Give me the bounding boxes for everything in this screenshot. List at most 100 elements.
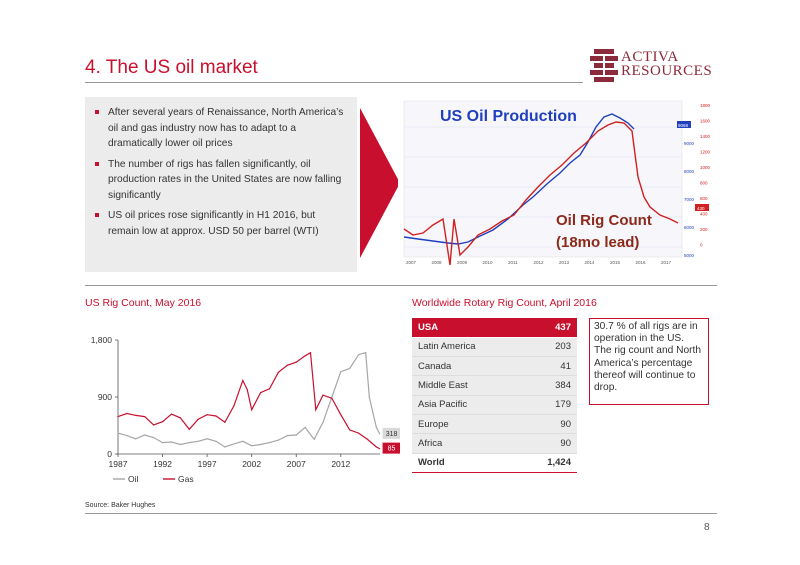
data-point-gas bbox=[224, 421, 226, 423]
photo-right-tick-label: 800 bbox=[700, 181, 708, 186]
photo-chart-svg: US Oil Production Oil Rig Count (18mo le… bbox=[398, 97, 716, 269]
photo-left-tick-label: 5000 bbox=[684, 253, 695, 258]
photo-right-tick-label: 1600 bbox=[700, 119, 711, 124]
activa-logo: ACTIVA RESOURCES bbox=[590, 47, 720, 85]
legend-label-oil: Oil bbox=[128, 474, 139, 484]
data-point-gas bbox=[242, 379, 244, 382]
x-tick-label: 1987 bbox=[109, 459, 128, 469]
photo-right-tick-label: 200 bbox=[700, 227, 708, 232]
data-point-oil bbox=[224, 446, 226, 448]
series-line-gas bbox=[117, 351, 380, 450]
data-point-gas bbox=[144, 416, 146, 418]
logo-line-1: ACTIVA bbox=[621, 49, 679, 65]
rig-chart-svg: 0 900 1,800 1987 1992 1997 2002 2007 2012 318 85 Oi… bbox=[91, 335, 401, 484]
photo-x-tick-label: 2011 bbox=[508, 260, 518, 265]
data-point-gas bbox=[215, 415, 217, 417]
data-point-gas bbox=[153, 424, 155, 426]
data-point-oil bbox=[251, 445, 253, 447]
table-row: Latin America 203 bbox=[412, 337, 577, 358]
region-cell: Canada bbox=[412, 356, 521, 377]
photo-left-axis-labels: 9000 8000 7000 6000 5000 bbox=[684, 141, 695, 258]
world-table-title: Worldwide Rotary Rig Count, April 2016 bbox=[412, 297, 597, 309]
data-point-oil bbox=[117, 432, 119, 434]
count-cell: 384 bbox=[520, 375, 577, 396]
photo-label-line-1: Oil Rig Count bbox=[556, 212, 652, 229]
logo-line-2: RESOURCES bbox=[621, 63, 713, 79]
rig-note: 30.7 % of all rigs are in operation in t… bbox=[589, 318, 709, 405]
page-number: 8 bbox=[704, 522, 710, 533]
region-cell: Africa bbox=[412, 433, 521, 454]
data-point-oil bbox=[313, 438, 315, 440]
photo-oil-production-line bbox=[403, 113, 635, 245]
data-point-oil bbox=[215, 440, 217, 442]
data-point-oil bbox=[144, 434, 146, 436]
data-point-gas bbox=[366, 438, 369, 440]
photo-right-tick-label: 0 bbox=[700, 243, 703, 248]
data-point-oil bbox=[126, 435, 128, 437]
data-point-gas bbox=[233, 405, 235, 407]
data-point-gas bbox=[375, 446, 377, 448]
data-point-gas bbox=[126, 412, 128, 415]
data-point-oil bbox=[179, 443, 181, 446]
end-label-box-gas bbox=[382, 442, 401, 454]
data-point-oil bbox=[375, 426, 377, 428]
data-point-oil bbox=[379, 433, 381, 435]
data-point-oil bbox=[322, 421, 324, 423]
photo-right-tick-label: 1000 bbox=[700, 165, 711, 170]
data-point-oil bbox=[372, 412, 374, 414]
data-point-gas bbox=[197, 418, 199, 420]
data-point-gas bbox=[349, 429, 351, 431]
data-point-oil bbox=[295, 434, 297, 436]
bullet-item: After several years of Renaissance, Nort… bbox=[95, 105, 349, 152]
data-point-gas bbox=[340, 414, 342, 416]
photo-x-tick-label: 2016 bbox=[636, 260, 647, 265]
data-point-gas bbox=[358, 432, 360, 434]
photo-x-tick-label: 2010 bbox=[483, 260, 494, 265]
total-count-cell: 1,424 bbox=[520, 452, 577, 473]
data-point-oil bbox=[368, 396, 370, 398]
data-point-gas bbox=[268, 388, 271, 390]
photo-left-marker: 9068 bbox=[678, 123, 689, 128]
count-cell: 203 bbox=[520, 337, 577, 358]
data-point-oil bbox=[340, 371, 342, 373]
us-oil-production-image: US Oil Production Oil Rig Count (18mo le… bbox=[398, 97, 716, 269]
data-point-oil bbox=[358, 354, 360, 356]
count-cell: 90 bbox=[520, 414, 577, 435]
table-row: Asia Pacific 179 bbox=[412, 395, 577, 415]
end-label-box-oil bbox=[382, 427, 401, 439]
data-point-oil bbox=[153, 436, 155, 439]
table-row: Europe 90 bbox=[412, 414, 577, 435]
end-label-gas: 85 bbox=[388, 446, 396, 453]
data-point-oil bbox=[268, 442, 271, 444]
photo-x-tick-label: 2012 bbox=[534, 260, 545, 265]
data-point-oil bbox=[349, 367, 351, 370]
photo-x-tick-label: 2015 bbox=[610, 260, 621, 265]
photo-rig-count-line bbox=[403, 121, 679, 266]
data-point-gas bbox=[135, 414, 137, 416]
data-point-oil bbox=[277, 439, 279, 441]
photo-x-tick-label: 2017 bbox=[661, 260, 672, 265]
x-tick-label: 2007 bbox=[287, 459, 306, 469]
photo-left-tick-label: 6000 bbox=[684, 225, 695, 230]
data-point-gas bbox=[286, 364, 288, 366]
table-row: USA 437 bbox=[412, 318, 577, 338]
photo-x-axis-labels: 2007 2008 2009 2010 2011 2012 2013 2014 2015 2016… bbox=[406, 260, 672, 265]
us-rig-count-chart: 0 900 1,800 1987 1992 1997 2002 2007 2012 318 85 Oi… bbox=[85, 322, 401, 492]
x-tick-label: 1997 bbox=[198, 459, 217, 469]
data-point-gas bbox=[309, 352, 312, 354]
y-tick-label: 0 bbox=[107, 449, 112, 459]
photo-left-tick-label: 9000 bbox=[684, 141, 695, 146]
photo-right-tick-label: 1800 bbox=[700, 103, 711, 108]
table-row: Middle East 384 bbox=[412, 375, 577, 396]
bullet-box: After several years of Renaissance, Nort… bbox=[85, 97, 357, 272]
photo-right-tick-label: 1400 bbox=[700, 134, 711, 139]
region-cell: Asia Pacific bbox=[412, 395, 521, 415]
table-row: Canada 41 bbox=[412, 356, 577, 377]
legend-label-gas: Gas bbox=[178, 474, 194, 484]
data-point-gas bbox=[179, 417, 181, 419]
photo-x-tick-label: 2008 bbox=[432, 260, 443, 265]
data-point-gas bbox=[315, 409, 317, 411]
count-cell: 179 bbox=[520, 395, 577, 415]
data-point-gas bbox=[260, 392, 262, 394]
